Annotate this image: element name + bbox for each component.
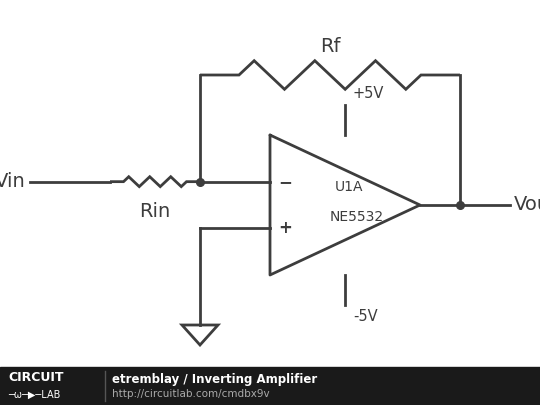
Text: ─ω─▶─LAB: ─ω─▶─LAB — [8, 389, 60, 399]
Text: +: + — [278, 220, 292, 237]
Text: +5V: +5V — [353, 86, 384, 101]
Bar — [0, 367, 540, 405]
Text: NE5532: NE5532 — [330, 210, 384, 224]
Text: Vout: Vout — [514, 196, 540, 215]
Text: etremblay / Inverting Amplifier: etremblay / Inverting Amplifier — [112, 373, 318, 386]
Text: -5V: -5V — [353, 309, 377, 324]
Text: Vin: Vin — [0, 172, 26, 191]
Text: http://circuitlab.com/cmdbx9v: http://circuitlab.com/cmdbx9v — [112, 389, 269, 399]
Text: Rin: Rin — [139, 202, 171, 221]
Text: U1A: U1A — [335, 180, 363, 194]
Text: Rf: Rf — [320, 38, 340, 57]
Text: −: − — [278, 173, 292, 191]
Text: CIRCUIT: CIRCUIT — [8, 371, 64, 384]
